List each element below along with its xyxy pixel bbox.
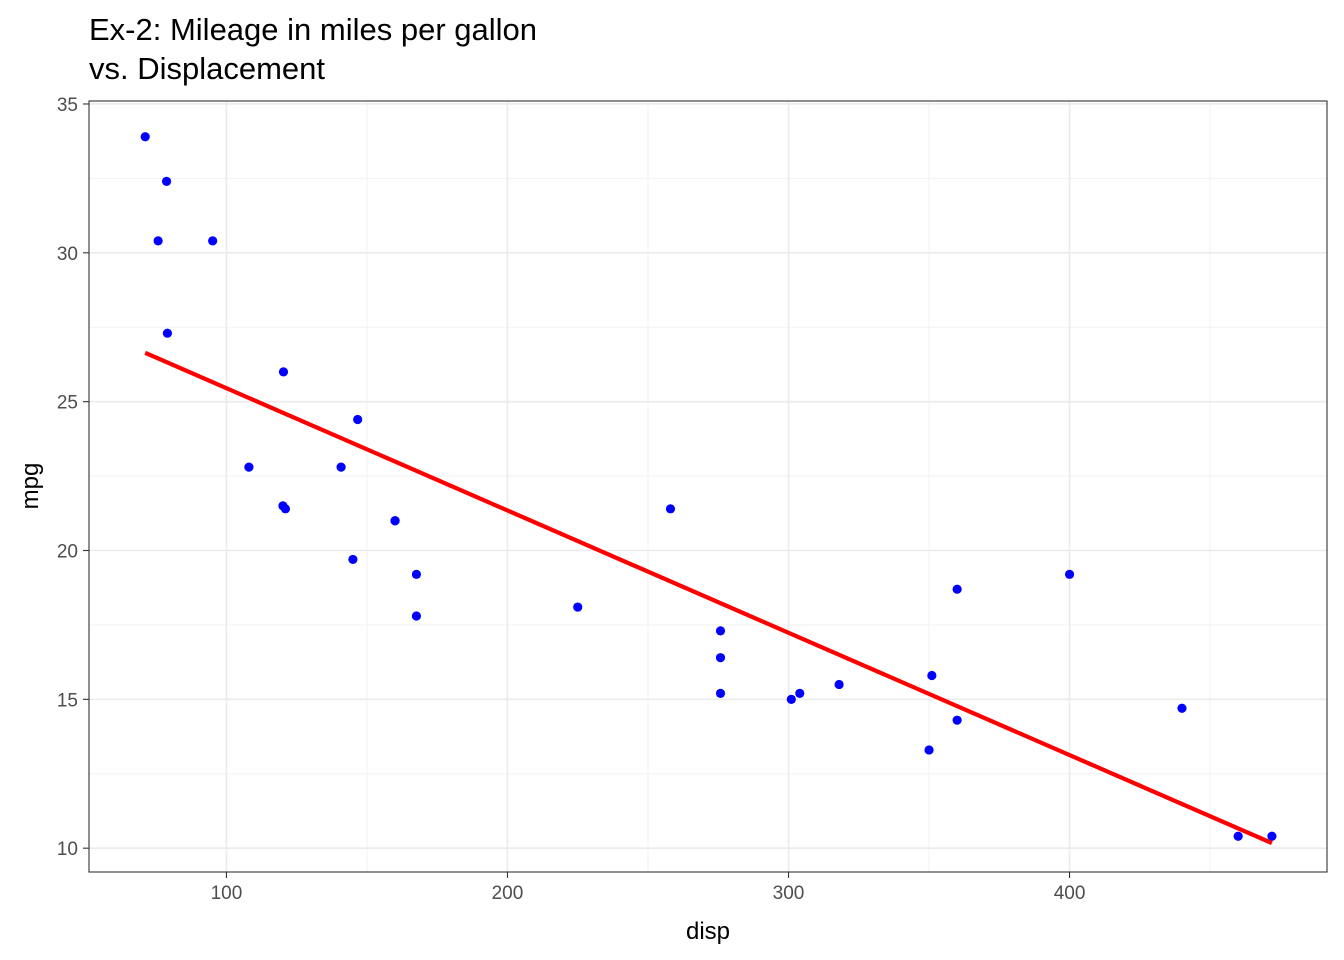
data-point	[715, 653, 726, 663]
data-point	[280, 504, 291, 514]
data-point	[834, 679, 844, 690]
data-point	[665, 504, 676, 514]
axis-ticks	[83, 103, 1071, 878]
x-tick-label: 100	[211, 883, 243, 904]
data-point	[153, 236, 163, 246]
x-tick-label: 200	[492, 883, 524, 904]
y-tick-label: 10	[57, 839, 78, 860]
x-tick-label: 400	[1054, 883, 1086, 904]
y-tick-label: 35	[57, 95, 78, 116]
scatter-points	[140, 132, 1277, 841]
data-point	[140, 132, 150, 142]
tick-labels: 100 200 300 400 10 15 20 25 30 35	[57, 95, 1086, 904]
x-tick-label: 300	[773, 883, 805, 904]
data-point	[795, 688, 805, 698]
data-point	[411, 569, 422, 579]
major-gridlines	[89, 101, 1327, 872]
data-point	[353, 414, 363, 425]
data-point	[715, 688, 726, 698]
plot-panel: 100 200 300 400 10 15 20 25 30 35	[57, 95, 1328, 904]
data-point	[1177, 703, 1187, 713]
data-point	[952, 584, 962, 594]
x-axis-title: disp	[686, 918, 730, 945]
data-point	[336, 462, 346, 472]
data-point	[162, 328, 173, 338]
regression-line-group	[144, 350, 1273, 846]
y-axis-title: mpg	[17, 463, 44, 510]
panel-border	[88, 100, 1328, 873]
data-point	[278, 367, 289, 377]
regression-line	[144, 350, 1273, 846]
data-point	[348, 554, 358, 565]
y-tick-label: 15	[57, 690, 78, 711]
data-point	[161, 176, 172, 186]
data-point	[390, 516, 400, 526]
chart-title: Ex-2: Mileage in miles per gallon	[89, 12, 537, 47]
data-point	[208, 236, 218, 246]
data-point	[952, 715, 962, 725]
data-point	[927, 670, 937, 681]
data-point	[1267, 831, 1277, 841]
data-point	[1233, 831, 1243, 841]
data-point	[244, 462, 254, 472]
y-tick-label: 25	[57, 393, 78, 414]
y-tick-label: 30	[57, 244, 78, 265]
data-point	[924, 745, 934, 755]
data-point	[715, 626, 726, 636]
data-point	[1064, 569, 1075, 579]
chart-subtitle: vs. Displacement	[89, 51, 325, 86]
panel-background	[89, 101, 1327, 872]
data-point	[411, 611, 422, 621]
y-tick-label: 20	[57, 542, 78, 563]
data-point	[573, 602, 583, 612]
data-point	[786, 694, 796, 704]
minor-gridlines	[89, 101, 1327, 872]
